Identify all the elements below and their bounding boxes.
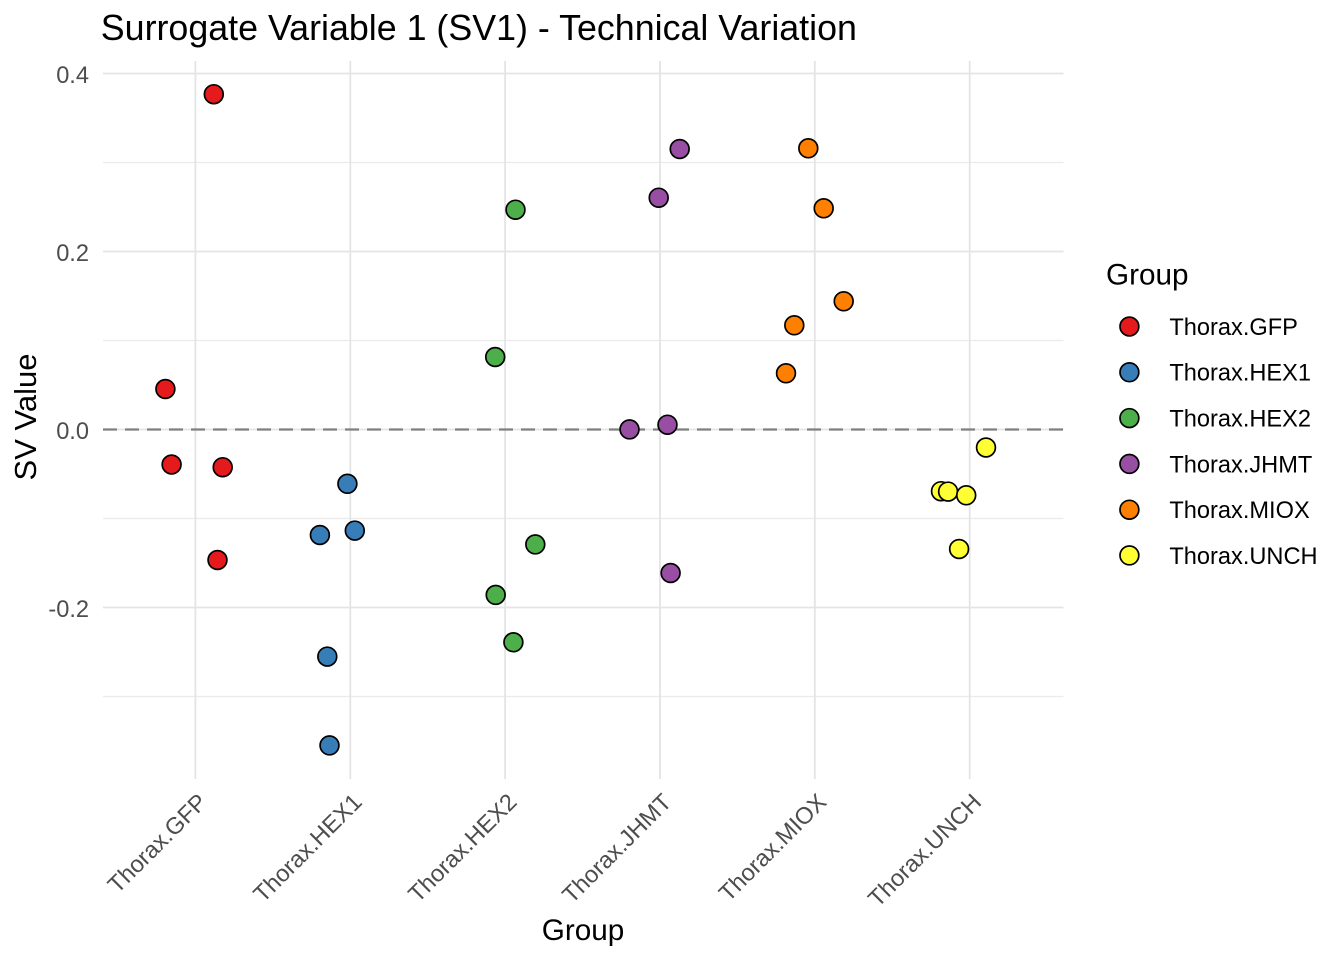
svg-text:0.0: 0.0 [56,419,89,445]
svg-text:Thorax.JHMT: Thorax.JHMT [1169,452,1312,478]
svg-text:0.4: 0.4 [56,63,89,89]
svg-text:0.2: 0.2 [56,241,89,267]
svg-text:Thorax.HEX1: Thorax.HEX1 [1169,361,1311,387]
svg-text:Group: Group [1106,259,1189,292]
svg-text:SV Value: SV Value [8,354,43,481]
svg-text:Thorax.HEX2: Thorax.HEX2 [1169,407,1311,433]
svg-text:Thorax.UNCH: Thorax.UNCH [1169,544,1317,570]
svg-text:Thorax.MIOX: Thorax.MIOX [1169,498,1310,524]
svg-text:Surrogate Variable 1 (SV1) - T: Surrogate Variable 1 (SV1) - Technical V… [101,8,857,48]
svg-text:Group: Group [542,914,625,947]
svg-text:Thorax.GFP: Thorax.GFP [1169,315,1298,341]
svg-text:-0.2: -0.2 [48,597,89,623]
